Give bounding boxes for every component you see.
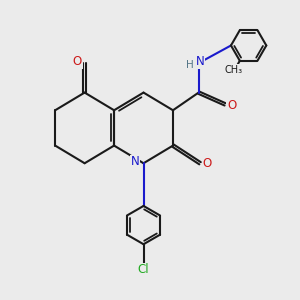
Text: CH₃: CH₃	[225, 64, 243, 75]
Text: N: N	[196, 55, 204, 68]
Text: O: O	[73, 55, 82, 68]
Text: O: O	[227, 99, 236, 112]
Text: H: H	[187, 60, 194, 70]
Text: Cl: Cl	[138, 263, 149, 276]
Text: N: N	[131, 155, 140, 168]
Text: O: O	[203, 157, 212, 170]
